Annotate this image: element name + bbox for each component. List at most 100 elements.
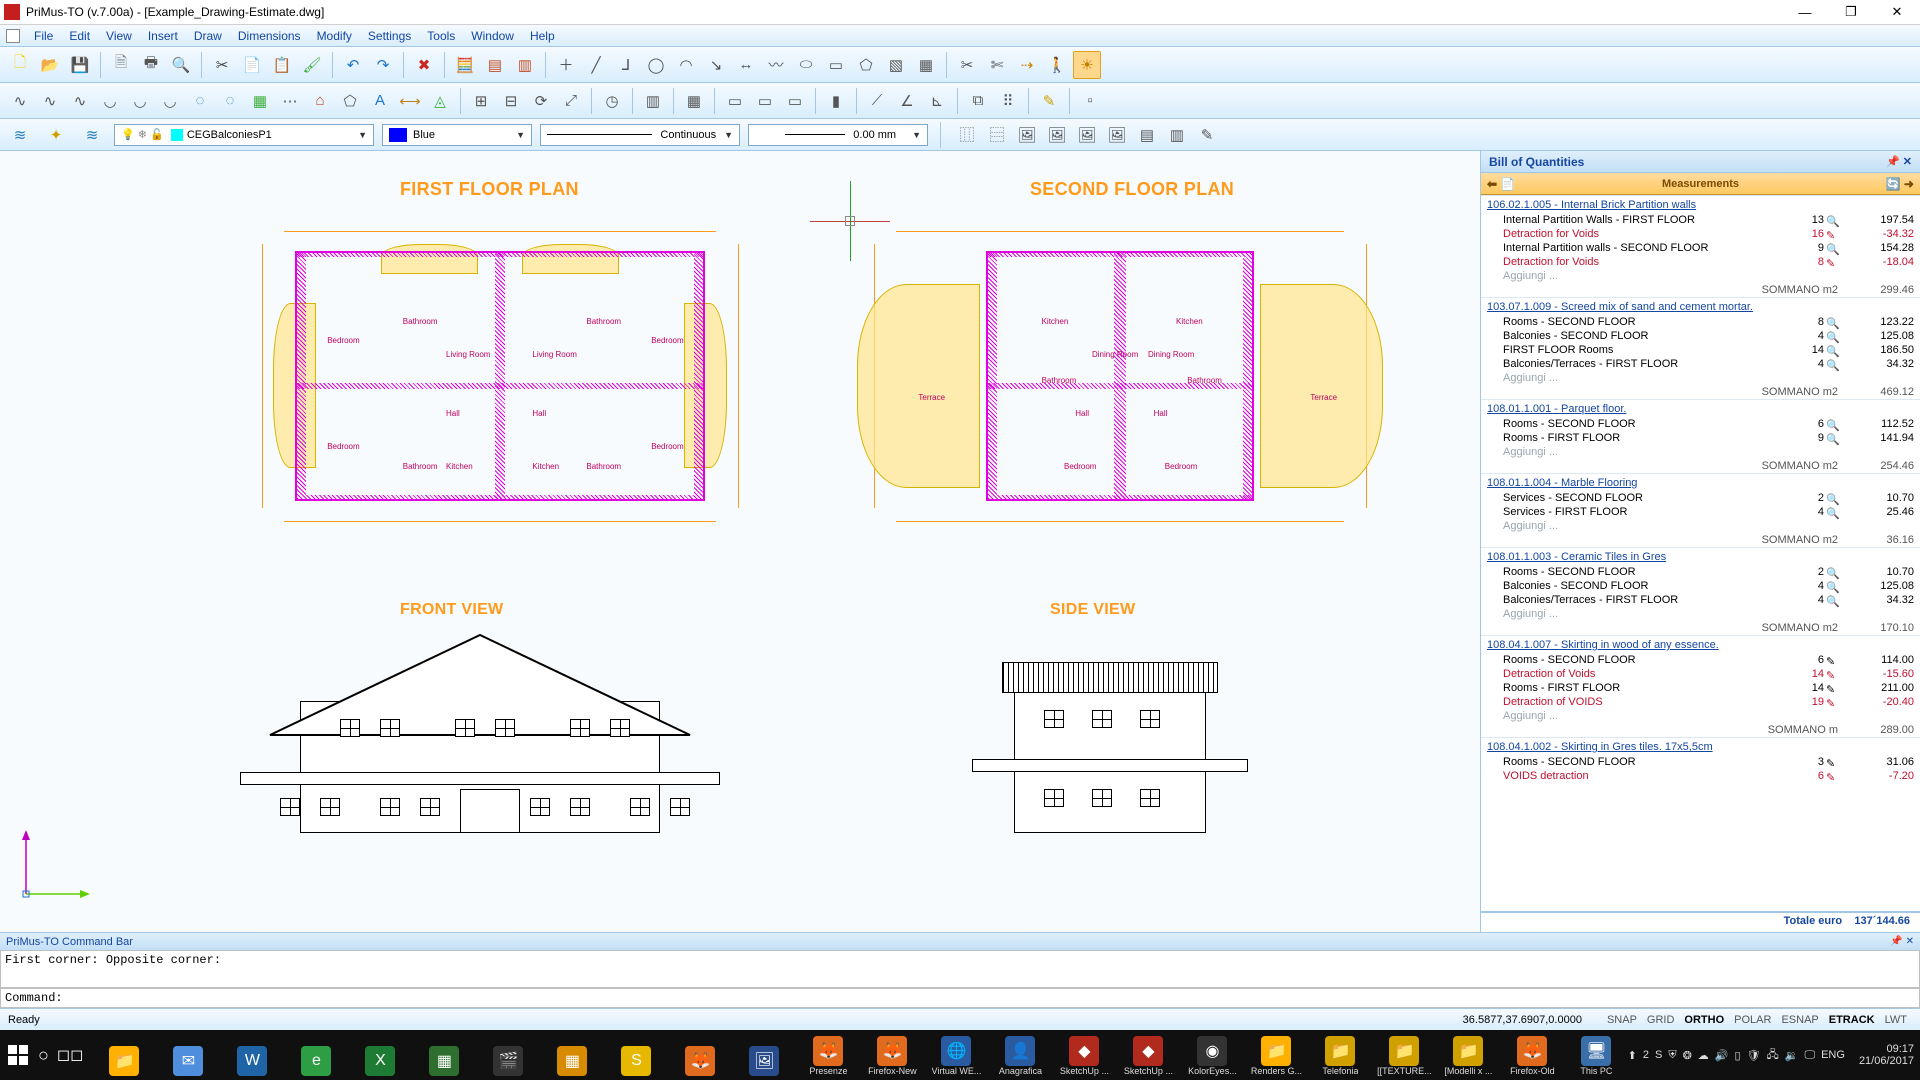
taskbar-app[interactable]: 📁 xyxy=(93,1044,155,1076)
color-selector[interactable]: Blue ▼ xyxy=(382,124,532,146)
menu-edit[interactable]: Edit xyxy=(61,27,98,45)
delete-icon[interactable]: ✖ xyxy=(410,51,438,79)
taskbar-app[interactable]: 📁Renders G... xyxy=(1245,1034,1307,1076)
copy2-icon[interactable]: ⧉ xyxy=(964,87,992,115)
taskbar-app[interactable]: ✉ xyxy=(157,1044,219,1076)
point-icon[interactable]: ＋ xyxy=(552,51,580,79)
clock-icon[interactable]: ◷ xyxy=(598,87,626,115)
dim-icon[interactable]: ⟷ xyxy=(396,87,424,115)
taskbar-app[interactable]: ▦ xyxy=(541,1044,603,1076)
boq-row[interactable]: Aggiungi ... xyxy=(1481,607,1920,621)
spl2-icon[interactable]: ∿ xyxy=(36,87,64,115)
boq-group[interactable]: 108.01.1.004 - Marble Flooring xyxy=(1481,473,1920,491)
view-tool-1[interactable]: ⿳ xyxy=(983,121,1011,149)
select-icon[interactable]: ☀ xyxy=(1073,51,1101,79)
taskbar-app[interactable]: 🌐Virtual WE... xyxy=(925,1034,987,1076)
new-icon[interactable]: 🗋 xyxy=(6,51,34,79)
taskbar-app[interactable]: 🦊 xyxy=(669,1044,731,1076)
copy-icon[interactable]: 📄 xyxy=(238,51,266,79)
layers-icon[interactable]: ≋ xyxy=(6,121,34,149)
boq-row[interactable]: Balconies/Terraces - FIRST FLOOR4🔍34.32 xyxy=(1481,593,1920,607)
tray-clock[interactable]: 09:1721/06/2017 xyxy=(1859,1043,1914,1067)
calc-icon[interactable]: 🧮 xyxy=(451,51,479,79)
boq-row[interactable]: Internal Partition Walls - FIRST FLOOR13… xyxy=(1481,213,1920,227)
boq-row[interactable]: Detraction of Voids14✎-15.60 xyxy=(1481,667,1920,681)
taskbar-app[interactable]: 🦊Firefox-New xyxy=(861,1034,923,1076)
menu-file[interactable]: File xyxy=(26,27,61,45)
trim1-icon[interactable]: ✂ xyxy=(953,51,981,79)
boq-row[interactable]: Detraction of VOIDS19✎-20.40 xyxy=(1481,695,1920,709)
cortana-icon[interactable]: ○ xyxy=(38,1045,49,1066)
start-button[interactable] xyxy=(6,1043,30,1067)
maximize-button[interactable]: ❐ xyxy=(1828,0,1874,25)
tray-icon-10[interactable]: 🔉 xyxy=(1785,1049,1799,1062)
boq-row[interactable]: Rooms - SECOND FLOOR8🔍123.22 xyxy=(1481,315,1920,329)
taskbar-app[interactable]: S xyxy=(605,1044,667,1076)
rot-icon[interactable]: ⟳ xyxy=(527,87,555,115)
boq-row[interactable]: Aggiungi ... xyxy=(1481,519,1920,533)
paint-icon[interactable]: 🖌 xyxy=(298,51,326,79)
taskbar-app[interactable]: W xyxy=(221,1044,283,1076)
menu-insert[interactable]: Insert xyxy=(140,27,186,45)
taskbar-app[interactable]: 📁Telefonia xyxy=(1309,1034,1371,1076)
measure-icon[interactable]: ⟋ xyxy=(863,87,891,115)
boq-group[interactable]: 108.01.1.001 - Parquet floor. xyxy=(1481,399,1920,417)
preview-icon[interactable]: 🔍 xyxy=(167,51,195,79)
grid-icon[interactable]: ▦ xyxy=(680,87,708,115)
layer-mgr-icon[interactable]: ✦ xyxy=(42,121,70,149)
region-icon[interactable]: ▧ xyxy=(882,51,910,79)
menu-tools[interactable]: Tools xyxy=(419,27,463,45)
win2-icon[interactable]: ▭ xyxy=(751,87,779,115)
undo-icon[interactable]: ↶ xyxy=(339,51,367,79)
boq-row[interactable]: Balconies/Terraces - FIRST FLOOR4🔍34.32 xyxy=(1481,357,1920,371)
move-icon[interactable]: ⇢ xyxy=(1013,51,1041,79)
snap-flags[interactable]: SNAPGRIDORTHOPOLARESNAPETRACKLWT xyxy=(1602,1014,1912,1026)
boq-row[interactable]: Rooms - SECOND FLOOR6🔍112.52 xyxy=(1481,417,1920,431)
layer-selector[interactable]: 💡 ❄ 🔓 CEGBalconiesP1 ▼ xyxy=(114,124,374,146)
boq-row[interactable]: Rooms - SECOND FLOOR6✎114.00 xyxy=(1481,653,1920,667)
end-icon[interactable]: ▫ xyxy=(1076,87,1104,115)
win1-icon[interactable]: ▭ xyxy=(721,87,749,115)
scale-icon[interactable]: ⤢ xyxy=(557,87,585,115)
pline-icon[interactable]: ⅃ xyxy=(612,51,640,79)
taskbar-app[interactable]: ▦ xyxy=(413,1044,475,1076)
view-tool-4[interactable]: 🖼 xyxy=(1073,121,1101,149)
boq-row[interactable]: FIRST FLOOR Rooms14🔍186.50 xyxy=(1481,343,1920,357)
tray-icon-7[interactable]: ▯ xyxy=(1734,1049,1740,1062)
boq-group[interactable]: 108.04.1.007 - Skirting in wood of any e… xyxy=(1481,635,1920,653)
snap-snap[interactable]: SNAP xyxy=(1607,1014,1637,1026)
minimize-button[interactable]: — xyxy=(1782,0,1828,25)
arc1-icon[interactable]: ◡ xyxy=(96,87,124,115)
taskbar-app[interactable]: 🖼 xyxy=(733,1044,795,1076)
boq2-icon[interactable]: ▥ xyxy=(511,51,539,79)
boq-icon[interactable]: ▤ xyxy=(481,51,509,79)
boq-row[interactable]: Internal Partition walls - SECOND FLOOR9… xyxy=(1481,241,1920,255)
tray-language[interactable]: ENG xyxy=(1821,1049,1845,1061)
paste-icon[interactable]: 📋 xyxy=(268,51,296,79)
col-icon[interactable]: ▥ xyxy=(639,87,667,115)
taskbar-app[interactable]: 📁[Modelli x ... xyxy=(1437,1034,1499,1076)
pen-icon[interactable]: ✎ xyxy=(1035,87,1063,115)
command-input[interactable]: Command: xyxy=(0,988,1920,1008)
taskbar-app[interactable]: ◆SketchUp ... xyxy=(1053,1034,1115,1076)
menu-help[interactable]: Help xyxy=(522,27,563,45)
snap-ortho[interactable]: ORTHO xyxy=(1684,1014,1724,1026)
sel1-icon[interactable]: ◌ xyxy=(186,87,214,115)
snap-polar[interactable]: POLAR xyxy=(1734,1014,1771,1026)
boq-row[interactable]: Rooms - FIRST FLOOR14✎211.00 xyxy=(1481,681,1920,695)
tray-icon-4[interactable]: ❂ xyxy=(1683,1049,1692,1062)
arc2-icon[interactable]: ◡ xyxy=(126,87,154,115)
menu-draw[interactable]: Draw xyxy=(186,27,230,45)
boq-group[interactable]: 108.01.1.003 - Ceramic Tiles in Gres xyxy=(1481,547,1920,565)
rect-icon[interactable]: ▭ xyxy=(822,51,850,79)
xline-icon[interactable]: ↔ xyxy=(732,51,760,79)
boq-row[interactable]: Aggiungi ... xyxy=(1481,709,1920,723)
walk-icon[interactable]: 🚶 xyxy=(1043,51,1071,79)
text-icon[interactable]: A xyxy=(366,87,394,115)
print-icon[interactable]: 🖶 xyxy=(137,51,165,79)
tray-icon-3[interactable]: ⛨ xyxy=(1668,1049,1676,1062)
tray-icon-2[interactable]: S xyxy=(1655,1049,1662,1061)
boq-row[interactable]: Aggiungi ... xyxy=(1481,269,1920,283)
spl3-icon[interactable]: ∿ xyxy=(66,87,94,115)
snap-esnap[interactable]: ESNAP xyxy=(1781,1014,1818,1026)
